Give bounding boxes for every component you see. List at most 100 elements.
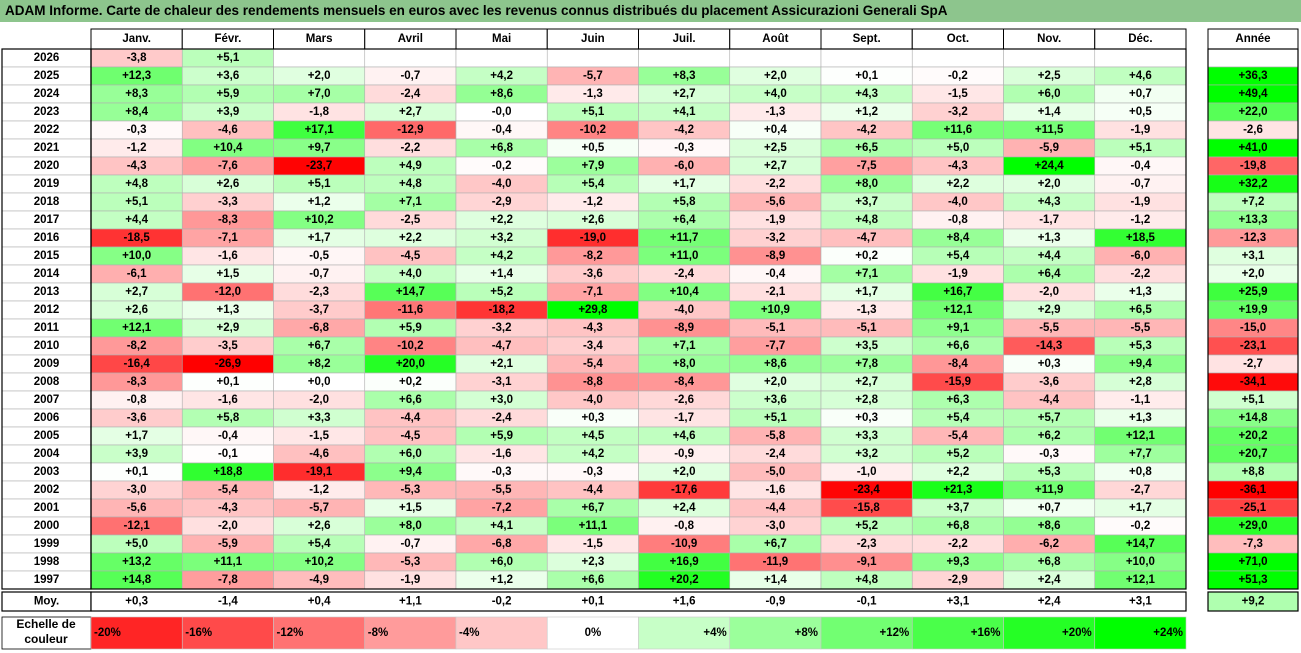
annual-value: -23,1 [1240,340,1267,352]
cell-value: +2,2 [490,214,513,226]
cell-value: -4,0 [492,178,512,190]
cell-value: +4,8 [855,574,878,586]
scale-label: +24% [1153,627,1183,639]
cell-value: -2,4 [674,268,694,280]
cell-value: +10,2 [305,214,334,226]
cell-value: -12,0 [215,286,241,298]
cell-value: -2,9 [492,196,512,208]
cell-value: +10,4 [213,142,243,154]
cell-value: -8,9 [674,322,694,334]
month-header: Févr. [214,33,241,45]
cell-value: -2,2 [765,178,785,190]
cell-value: -1,5 [948,88,968,100]
cell-value: +1,2 [308,196,331,208]
cell-value: +7,8 [855,358,878,370]
scale-swatch [181,616,274,650]
cell-value: -2,5 [400,214,420,226]
cell-value: +3,3 [308,412,331,424]
cell-value: -0,4 [1130,160,1150,172]
year-label: 2026 [34,52,60,64]
cell-value: +4,4 [1038,250,1061,262]
cell-value: -4,5 [400,430,420,442]
cell-value: -18,5 [124,232,151,244]
cell-value: +2,3 [582,556,605,568]
cell-value: +4,8 [855,214,878,226]
cell-value: -5,9 [1039,142,1059,154]
cell-value: -5,3 [400,556,420,568]
cell-value: -2,3 [309,286,329,298]
avg-value: -0,9 [765,596,785,608]
avg-value: +0,3 [125,596,148,608]
cell-value: -5,5 [1039,322,1059,334]
cell-value: -0,3 [1039,448,1059,460]
cell-value: +6,8 [947,520,970,532]
cell-value: -3,5 [218,340,238,352]
cell-value: +0,2 [399,376,422,388]
cell-value: -5,5 [492,484,512,496]
cell-value: +2,2 [399,232,422,244]
cell-value: +3,6 [217,70,240,82]
cell-value: -1,5 [309,430,329,442]
cell-value: +21,3 [943,484,972,496]
year-label: 2000 [34,520,60,532]
cell-value: +2,6 [308,520,331,532]
month-header: Avril [398,33,423,45]
cell-value: -1,8 [309,106,329,118]
annual-value: +20,7 [1238,448,1267,460]
annual-value: +22,0 [1238,106,1267,118]
cell-value: -8,8 [583,376,603,388]
cell-value: +5,9 [490,430,513,442]
year-label: 2007 [34,394,60,406]
cell-value: +5,4 [947,412,970,424]
cell-value: +5,9 [399,322,422,334]
annual-value: +3,1 [1242,250,1265,262]
cell-value: -2,3 [857,538,877,550]
cell-value: -8,9 [765,250,785,262]
cell-value: +13,2 [122,556,151,568]
cell-value: +2,7 [399,106,422,118]
scale-swatch [1003,616,1096,650]
cell-value: -4,3 [948,160,968,172]
cell-value: +3,5 [855,340,878,352]
cell-value: -0,1 [218,448,238,460]
year-label: 2017 [34,214,60,226]
cell-value: -0,0 [492,106,512,118]
month-header: Oct. [947,33,969,45]
cell-value: +6,6 [947,340,970,352]
cell-value: +6,0 [399,448,422,460]
scale-label: +4% [703,627,726,639]
cell-value: +3,9 [217,106,240,118]
avg-value: +0,1 [582,596,605,608]
scale-label: 0% [585,627,602,639]
cell-value: -12,1 [124,520,151,532]
cell-value: +2,6 [582,214,605,226]
cell-value: -16,4 [124,358,151,370]
cell-value: -3,3 [218,196,238,208]
year-label: 2010 [34,340,60,352]
cell-value: -7,7 [765,340,785,352]
cell-value: +5,4 [947,250,970,262]
cell-value: -3,4 [583,340,603,352]
cell-value: +5,2 [490,286,513,298]
cell-value: +2,7 [125,286,148,298]
year-label: 2002 [34,484,60,496]
cell-value: +6,7 [308,340,331,352]
cell-value: -0,7 [309,268,329,280]
cell-value: -0,3 [492,466,512,478]
cell-value: +4,2 [490,70,513,82]
cell-value: +0,1 [217,376,240,388]
annual-value: +41,0 [1238,142,1267,154]
cell-value: +2,9 [1038,304,1061,316]
cell-value: +5,1 [125,196,148,208]
cell-value: +5,0 [125,538,148,550]
cell-value: -7,5 [857,160,877,172]
cell-value: -4,2 [857,124,877,136]
cell-value: +0,2 [855,250,878,262]
cell-value: -5,5 [1130,322,1150,334]
heat-cell [1003,48,1096,68]
cell-value: +2,7 [855,376,878,388]
scale-label: -16% [185,627,212,639]
cell-value: -6,1 [127,268,147,280]
cell-value: +5,4 [582,178,605,190]
annual-cell [1207,48,1299,68]
